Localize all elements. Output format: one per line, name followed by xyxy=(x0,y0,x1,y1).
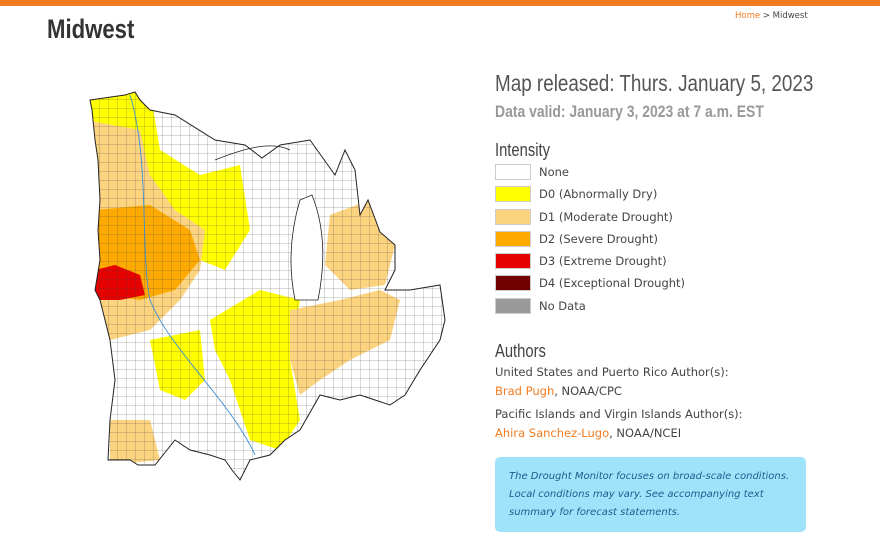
legend-swatch xyxy=(495,297,531,314)
page-title: Midwest xyxy=(47,14,135,44)
legend-row: D3 (Extreme Drought) xyxy=(495,253,685,275)
breadcrumb: Home > Midwest xyxy=(735,11,808,21)
legend-label: D4 (Exceptional Drought) xyxy=(539,276,686,291)
legend-row: D1 (Moderate Drought) xyxy=(495,208,685,231)
legend-row: D2 (Severe Drought) xyxy=(495,230,685,253)
author-line: Brad Pugh, NOAA/CPC xyxy=(495,384,622,398)
top-bar xyxy=(0,0,880,6)
legend-swatch xyxy=(495,230,531,247)
author-heading: Pacific Islands and Virgin Islands Autho… xyxy=(495,407,743,421)
author-line: Ahira Sanchez-Lugo, NOAA/NCEI xyxy=(495,426,681,440)
note-text: The Drought Monitor focuses on broad-sca… xyxy=(509,471,790,518)
breadcrumb-current: Midwest xyxy=(772,11,808,21)
legend-row: D4 (Exceptional Drought) xyxy=(495,275,685,297)
author-name[interactable]: Ahira Sanchez-Lugo xyxy=(495,426,610,440)
breadcrumb-separator: > xyxy=(762,11,770,21)
legend-swatch xyxy=(495,275,531,292)
author-affiliation: , NOAA/CPC xyxy=(554,384,622,398)
legend-label: D2 (Severe Drought) xyxy=(539,231,659,246)
author-heading: United States and Puerto Rico Author(s): xyxy=(495,365,729,379)
note-box: The Drought Monitor focuses on broad-sca… xyxy=(495,457,806,532)
legend-swatch xyxy=(495,253,531,270)
legend-label: None xyxy=(539,165,570,179)
data-valid: Data valid: January 3, 2023 at 7 a.m. ES… xyxy=(495,102,764,121)
legend: None D0 (Abnormally Dry) D1 (Moderate Drou… xyxy=(495,164,685,320)
legend-row: None xyxy=(495,164,685,186)
legend-label: No Data xyxy=(539,298,586,313)
drought-map xyxy=(89,91,446,481)
legend-label: D0 (Abnormally Dry) xyxy=(539,187,658,202)
legend-label: D3 (Extreme Drought) xyxy=(539,254,667,269)
legend-title: Intensity xyxy=(495,140,550,160)
legend-row: D0 (Abnormally Dry) xyxy=(495,186,685,208)
authors-title: Authors xyxy=(495,341,546,361)
legend-label: D1 (Moderate Drought) xyxy=(539,209,673,224)
map-released: Map released: Thurs. January 5, 2023 xyxy=(495,70,814,96)
breadcrumb-home[interactable]: Home xyxy=(735,11,761,21)
legend-row: No Data xyxy=(495,297,685,320)
author-affiliation: , NOAA/NCEI xyxy=(609,426,682,440)
author-name[interactable]: Brad Pugh xyxy=(495,384,555,398)
legend-swatch xyxy=(495,208,531,225)
legend-swatch xyxy=(495,186,531,203)
legend-swatch xyxy=(495,164,531,180)
